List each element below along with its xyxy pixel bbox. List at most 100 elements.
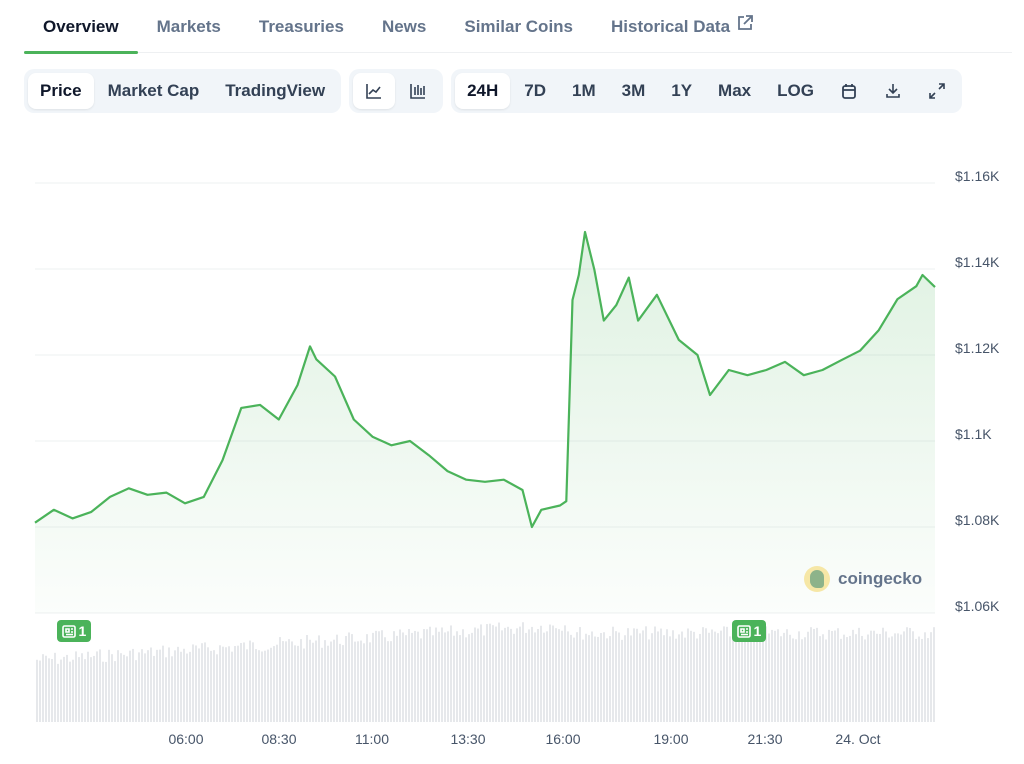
tab-treasuries[interactable]: Treasuries <box>240 0 363 53</box>
tab-historical-data[interactable]: Historical Data <box>592 0 773 53</box>
volume-bar <box>252 642 254 722</box>
volume-bar <box>696 638 698 722</box>
volume-bar <box>849 635 851 722</box>
tab-news[interactable]: News <box>363 0 445 53</box>
volume-bar <box>264 650 266 722</box>
news-marker[interactable]: 1 <box>56 620 92 642</box>
candlestick-button[interactable] <box>397 73 439 109</box>
volume-bar <box>261 651 263 722</box>
volume-bar <box>768 633 770 722</box>
volume-bar <box>162 645 164 722</box>
volume-bar <box>645 626 647 722</box>
volume-bar <box>96 651 98 722</box>
view-market-cap-button[interactable]: Market Cap <box>107 81 200 100</box>
volume-bar <box>666 629 668 722</box>
volume-bar <box>228 646 230 722</box>
expand-button[interactable] <box>916 73 958 109</box>
line-chart-button[interactable] <box>353 73 396 109</box>
volume-bar <box>612 626 614 722</box>
volume-bar <box>747 629 749 722</box>
volume-bar <box>858 627 860 722</box>
volume-bar <box>924 632 926 722</box>
view-group: Price Market Cap TradingView <box>24 69 342 113</box>
volume-bar <box>438 631 440 722</box>
calendar-button[interactable] <box>828 73 870 109</box>
volume-bar <box>654 626 656 722</box>
volume-bar <box>474 627 476 722</box>
calendar-icon <box>840 82 858 100</box>
volume-bar <box>483 635 485 722</box>
volume-bar <box>825 639 827 722</box>
volume-bar <box>48 658 50 722</box>
volume-bar <box>279 637 281 722</box>
volume-bar <box>81 653 83 722</box>
volume-bar <box>72 659 74 722</box>
volume-bar <box>312 642 314 722</box>
range-max-button[interactable]: Max <box>718 81 752 100</box>
volume-bar <box>435 627 437 722</box>
range-7d-button[interactable]: 7D <box>524 81 546 100</box>
volume-bar <box>753 626 755 722</box>
view-price-button[interactable]: Price <box>28 73 94 109</box>
volume-bar <box>837 628 839 722</box>
volume-bar <box>594 636 596 722</box>
news-count: 1 <box>78 623 87 639</box>
volume-bar <box>477 628 479 722</box>
volume-bar <box>678 634 680 722</box>
volume-bar <box>801 639 803 722</box>
volume-bar <box>606 638 608 722</box>
news-marker[interactable]: 1 <box>731 620 767 642</box>
range-24h-button[interactable]: 24H <box>455 73 511 109</box>
volume-bar <box>639 633 641 722</box>
volume-bar <box>879 633 881 722</box>
volume-bar <box>558 629 560 722</box>
volume-bar <box>468 634 470 722</box>
download-button[interactable] <box>872 73 914 109</box>
gecko-logo-icon <box>804 566 830 592</box>
x-tick-label: 16:00 <box>545 731 580 747</box>
volume-bar <box>657 631 659 722</box>
range-1y-button[interactable]: 1Y <box>671 81 693 100</box>
volume-bar <box>177 646 179 722</box>
volume-bar <box>372 632 374 722</box>
range-group: 24H 7D 1M 3M 1Y Max LOG <box>451 69 962 113</box>
volume-bar <box>795 639 797 722</box>
volume-bar <box>99 649 101 722</box>
tab-overview[interactable]: Overview <box>24 0 138 54</box>
range-log-button[interactable]: LOG <box>777 81 814 100</box>
volume-bar <box>87 651 89 722</box>
volume-bar <box>399 629 401 722</box>
volume-bar <box>432 635 434 722</box>
volume-bar <box>567 631 569 722</box>
volume-bar <box>240 643 242 722</box>
volume-bar <box>126 656 128 722</box>
view-tradingview-button[interactable]: TradingView <box>225 81 326 100</box>
volume-bar <box>66 654 68 722</box>
volume-bar <box>930 632 932 722</box>
range-1m-button[interactable]: 1M <box>571 81 596 100</box>
volume-bar <box>318 635 320 722</box>
newspaper-icon <box>61 624 76 638</box>
tab-similar-coins[interactable]: Similar Coins <box>445 0 592 53</box>
volume-bar <box>492 625 494 722</box>
range-3m-button[interactable]: 3M <box>621 81 646 100</box>
volume-bar <box>774 630 776 722</box>
volume-bar <box>243 642 245 722</box>
volume-bar <box>51 659 53 722</box>
y-tick-label: $1.08K <box>955 512 1000 528</box>
volume-bar <box>642 630 644 722</box>
price-chart[interactable]: $1.16K $1.14K $1.12K $1.1K $1.08K $1.06K 06:00… <box>0 120 1024 764</box>
volume-bar <box>573 637 575 722</box>
volume-bar <box>429 626 431 722</box>
volume-bar <box>57 663 59 722</box>
tab-markets[interactable]: Markets <box>138 0 240 53</box>
volume-bar <box>876 633 878 722</box>
volume-bar <box>324 640 326 722</box>
volume-bar <box>405 635 407 722</box>
volume-bar <box>423 629 425 722</box>
x-tick-label: 06:00 <box>168 731 203 747</box>
volume-bar <box>873 630 875 722</box>
volume-bar <box>360 640 362 722</box>
volume-bar <box>561 630 563 722</box>
volume-bar <box>720 630 722 722</box>
